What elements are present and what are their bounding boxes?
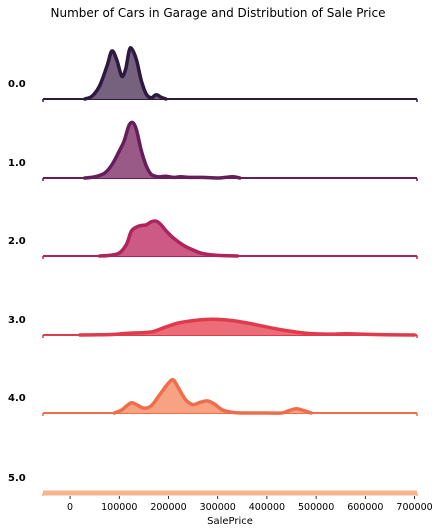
x-tick-label: 600000 bbox=[347, 502, 383, 513]
chart-title: Number of Cars in Garage and Distributio… bbox=[50, 6, 385, 20]
x-axis-label: SalePrice bbox=[207, 516, 253, 527]
x-axis: 0 100000 200000 300000 400000 500000 600000 700… bbox=[67, 496, 433, 513]
ridge-label: 0.0 bbox=[8, 79, 26, 90]
ridges: 0.0 1.0 2.0 3.0 4.0 5.0 bbox=[8, 46, 418, 496]
ridge-4-0: 4.0 bbox=[8, 378, 418, 416]
ridge-label: 4.0 bbox=[8, 393, 26, 404]
ridge-label: 5.0 bbox=[8, 473, 26, 484]
ridge-line bbox=[112, 378, 313, 415]
ridge-5-0: 5.0 bbox=[8, 473, 418, 496]
ridge-line bbox=[97, 219, 240, 258]
x-tick-label: 700000 bbox=[396, 502, 432, 513]
x-tick-label: 0 bbox=[67, 502, 73, 513]
x-tick-label: 100000 bbox=[101, 502, 137, 513]
x-tick-label: 400000 bbox=[249, 502, 285, 513]
ridge-line bbox=[83, 46, 168, 101]
ridge-area bbox=[79, 319, 415, 335]
ridge-2-0: 2.0 bbox=[8, 219, 418, 259]
ridge-3-0: 3.0 bbox=[8, 315, 418, 338]
ridge-area bbox=[84, 122, 240, 179]
ridge-line bbox=[78, 317, 417, 337]
x-tick-label: 500000 bbox=[298, 502, 334, 513]
ridge-label: 1.0 bbox=[8, 158, 26, 169]
x-tick-label: 300000 bbox=[200, 502, 236, 513]
ridge-label: 2.0 bbox=[8, 236, 26, 247]
ridge-line bbox=[83, 120, 242, 180]
ridge-0-0: 0.0 bbox=[8, 46, 418, 102]
x-tick-label: 200000 bbox=[150, 502, 186, 513]
ridge-1-0: 1.0 bbox=[8, 120, 418, 181]
ridge-label: 3.0 bbox=[8, 315, 26, 326]
ridge-area bbox=[114, 379, 312, 414]
